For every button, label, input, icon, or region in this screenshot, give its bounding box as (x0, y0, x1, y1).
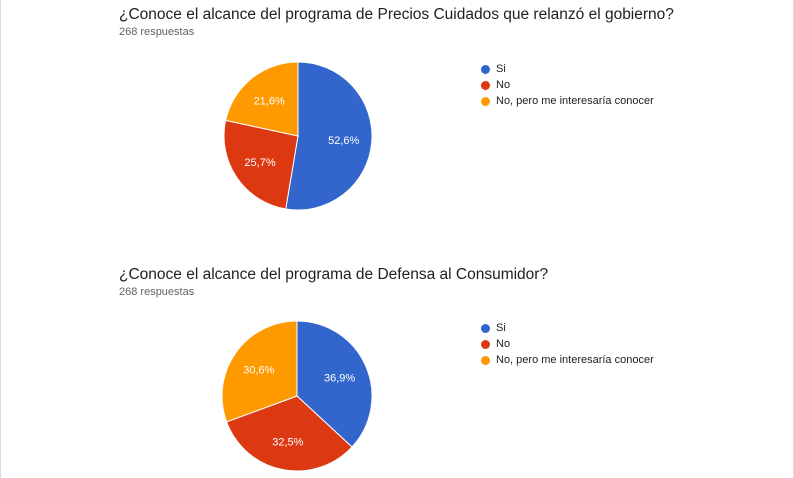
question-card-defensa-consumidor: ¿Conoce el alcance del programa de Defen… (0, 262, 794, 478)
slice-percent-label: 32,5% (272, 437, 303, 449)
pie-chart: 52,6% 25,7% 21,6% (223, 61, 373, 211)
legend-swatch-icon (481, 339, 490, 349)
response-count: 268 respuestas (119, 286, 195, 298)
chart-legend: Si No No, pero me interesaría conocer (481, 61, 654, 109)
question-title: ¿Conoce el alcance del programa de Preci… (119, 6, 674, 23)
legend-item-no-pero-me-interesaria-conocer[interactable]: No, pero me interesaría conocer (481, 93, 654, 109)
legend-label: No (496, 338, 511, 350)
pie-chart: 36,9% 32,5% 30,6% (221, 320, 373, 472)
pie-slice-no[interactable] (225, 395, 353, 472)
legend-item-si[interactable]: Si (481, 320, 654, 336)
legend-item-no[interactable]: No (481, 336, 654, 352)
slice-percent-label: 52,6% (328, 135, 359, 147)
chart-legend: Si No No, pero me interesaría conocer (481, 320, 654, 368)
legend-item-no-pero-me-interesaria-conocer[interactable]: No, pero me interesaría conocer (481, 352, 654, 368)
pie-slice-si[interactable] (296, 320, 373, 448)
slice-percent-label: 21,6% (254, 95, 285, 107)
response-count: 268 respuestas (119, 26, 195, 38)
legend-swatch-icon (481, 323, 490, 333)
pie-slice-no-pero-me-interesaria-conocer[interactable] (225, 61, 299, 137)
slice-percent-label: 36,9% (324, 372, 355, 384)
legend-label: No, pero me interesaría conocer (496, 354, 654, 366)
legend-swatch-icon (481, 64, 490, 74)
legend-label: No (496, 79, 511, 91)
legend-label: Si (496, 322, 506, 334)
question-title: ¿Conoce el alcance del programa de Defen… (119, 266, 549, 283)
question-card-precios-cuidados: ¿Conoce el alcance del programa de Preci… (119, 6, 674, 211)
card-border-left (0, 0, 1, 478)
legend-item-no[interactable]: No (481, 77, 654, 93)
legend-swatch-icon (481, 355, 490, 365)
legend-label: No, pero me interesaría conocer (496, 95, 654, 107)
slice-percent-label: 25,7% (244, 157, 275, 169)
pie-slice-no-pero-me-interesaria-conocer[interactable] (221, 320, 298, 423)
pie-slice-si[interactable] (285, 61, 373, 211)
legend-swatch-icon (481, 96, 490, 106)
pie-slice-no[interactable] (223, 119, 299, 210)
legend-label: Si (496, 63, 506, 75)
legend-swatch-icon (481, 80, 490, 90)
slice-percent-label: 30,6% (243, 364, 274, 376)
legend-item-si[interactable]: Si (481, 61, 654, 77)
